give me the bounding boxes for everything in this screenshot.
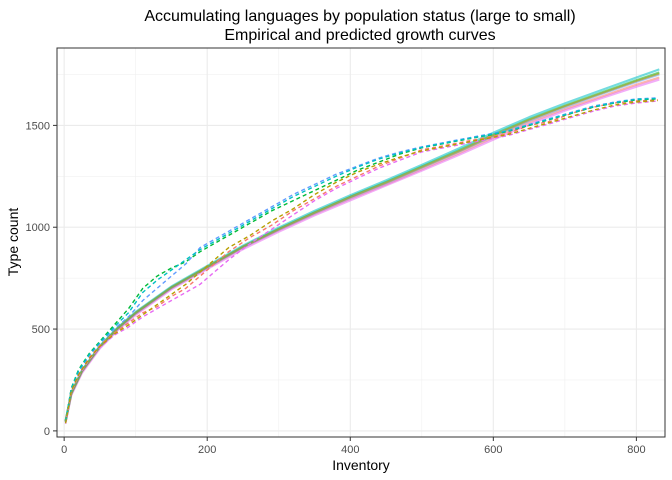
x-tick-label: 200 xyxy=(198,444,216,456)
y-tick-label: 0 xyxy=(44,426,50,438)
x-axis-ticks: 0 200 400 600 800 xyxy=(61,437,646,456)
empirical-curve-1 xyxy=(64,99,658,423)
x-tick-label: 600 xyxy=(484,444,502,456)
y-tick-label: 1500 xyxy=(26,120,50,132)
empirical-curve-5 xyxy=(64,97,658,423)
y-axis-ticks: 0 500 1000 1500 xyxy=(26,120,57,438)
plot-background xyxy=(57,48,665,437)
x-tick-label: 800 xyxy=(627,444,645,456)
plot-border xyxy=(56,47,666,438)
empirical-curve-3 xyxy=(64,98,658,422)
y-tick-label: 1000 xyxy=(26,222,50,234)
y-axis-title: Type count xyxy=(5,208,21,277)
empirical-curve-4 xyxy=(64,97,658,423)
empirical-curve-6 xyxy=(64,99,658,424)
chart-subtitle: Empirical and predicted growth curves xyxy=(224,27,495,44)
chart-title: Accumulating languages by population sta… xyxy=(144,8,575,25)
x-tick-label: 400 xyxy=(341,444,359,456)
x-axis-title: Inventory xyxy=(332,457,390,473)
grid-minor xyxy=(57,48,665,437)
grid-major xyxy=(57,48,665,437)
empirical-curve-2 xyxy=(64,100,658,424)
x-tick-label: 0 xyxy=(61,444,67,456)
y-tick-label: 500 xyxy=(32,324,50,336)
empirical-lines xyxy=(64,97,658,424)
